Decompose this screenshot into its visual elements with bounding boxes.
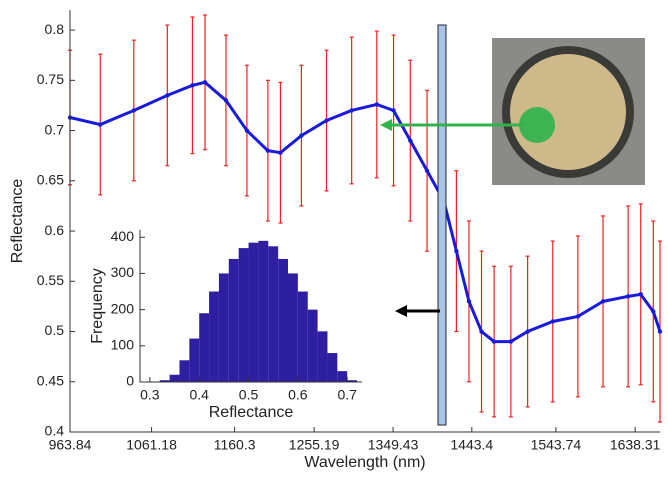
y-tick-label: 0.5: [45, 322, 65, 338]
x-tick-label: 0.3: [140, 387, 160, 403]
y-tick-label: 0.4: [45, 423, 65, 439]
main-plot: 963.84 1061.18 1160.3 1255.19 1349.43 1443.4 1…: [9, 10, 663, 471]
hist-bar: [337, 371, 348, 382]
mean-point: [349, 108, 354, 113]
mean-point: [244, 128, 250, 133]
y-tick-label: 0.8: [45, 21, 65, 37]
x-tick-label: 1160.3: [214, 437, 256, 453]
y-tick-label: 0.55: [37, 272, 64, 288]
mean-point: [131, 108, 137, 113]
y-axis-label: Reflectance: [9, 179, 26, 264]
mean-point: [391, 108, 396, 113]
x-tick-label: 0.6: [288, 387, 308, 403]
mean-point: [600, 299, 606, 304]
hist-bar: [238, 248, 249, 382]
band-marker: [437, 24, 447, 426]
y-tick-label: 0.7: [45, 121, 65, 137]
hist-bar: [159, 380, 170, 382]
x-tick-label: 963.84: [49, 437, 92, 453]
mean-point: [190, 83, 195, 88]
hist-bar: [258, 240, 269, 382]
black-arrow-head: [395, 305, 407, 317]
mean-point: [278, 150, 283, 155]
hist-bar: [268, 246, 279, 382]
x-axis-label: Wavelength (nm): [304, 454, 425, 471]
mean-point: [651, 309, 656, 314]
y-tick-label: 200: [111, 300, 135, 316]
mean-point: [408, 138, 413, 143]
mean-point: [202, 80, 208, 85]
mean-point: [550, 319, 555, 324]
hist-bar: [327, 353, 338, 382]
mean-point: [466, 299, 472, 304]
sample-photo: [492, 38, 645, 185]
x-tick-label: 1543.74: [531, 437, 582, 453]
mean-point: [324, 118, 329, 123]
hist-bar: [169, 374, 180, 382]
hist-bar: [248, 242, 259, 382]
mean-point: [508, 339, 514, 344]
hist-bar: [307, 309, 318, 382]
hist-bar: [228, 258, 239, 382]
mean-point: [491, 339, 497, 344]
mean-point: [657, 329, 663, 334]
mean-point: [454, 248, 459, 254]
mean-point: [299, 133, 304, 138]
hist-bar: [189, 338, 200, 382]
x-tick-label: 1061.18: [126, 437, 177, 453]
x-tick-label: 0.7: [337, 387, 357, 403]
mean-point: [525, 329, 530, 334]
x-tick-label: 0.4: [189, 387, 209, 403]
hist-bar: [278, 258, 288, 382]
y-tick-label: 300: [111, 264, 135, 280]
hist-bar: [288, 273, 298, 382]
green-arrow-head: [380, 119, 392, 131]
y-tick-label: 0.6: [45, 222, 65, 238]
hist-bar: [297, 291, 308, 382]
inset-plot: 0.3 0.4 0.5 0.6 0.7 0 100 200 300 400 Reflectance F…: [89, 228, 362, 421]
x-tick-label: 1443.4: [450, 437, 493, 453]
sample-spot: [519, 107, 555, 143]
y-tick-label: 0.65: [37, 172, 64, 188]
y-axis-label: Frequency: [89, 268, 106, 344]
mean-point: [374, 102, 379, 107]
x-tick-label: 1349.43: [368, 437, 419, 453]
mean-point: [424, 168, 430, 173]
hist-bar: [218, 273, 229, 382]
hist-bar: [209, 291, 219, 382]
hist-bar: [179, 360, 190, 382]
mean-point: [638, 292, 643, 297]
mean-point: [575, 314, 581, 319]
x-tick-label: 0.5: [239, 387, 259, 403]
mean-point: [98, 122, 103, 127]
y-tick-label: 0: [126, 373, 134, 389]
mean-point: [165, 93, 170, 98]
mean-point: [223, 98, 229, 103]
y-tick-label: 0.45: [37, 372, 64, 388]
y-tick-label: 400: [111, 228, 135, 244]
x-axis-label: Reflectance: [209, 404, 294, 421]
mean-point: [479, 329, 484, 334]
hist-bar: [317, 331, 328, 382]
y-tick-label: 0.75: [37, 71, 64, 87]
hist-bar: [199, 313, 210, 382]
hist-bar: [347, 380, 358, 382]
x-tick-label: 1638.31: [610, 437, 661, 453]
mean-point: [625, 294, 631, 299]
x-tick-label: 1255.19: [289, 437, 340, 453]
y-tick-label: 100: [111, 337, 135, 353]
mean-point: [265, 148, 271, 153]
